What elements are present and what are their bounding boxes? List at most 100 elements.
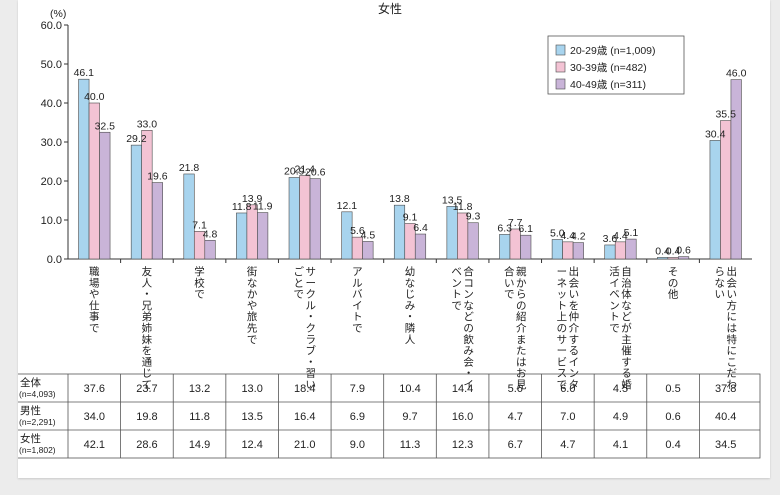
- y-axis-unit: (%): [50, 8, 66, 20]
- table-cell: 37.8: [715, 383, 736, 395]
- bar: [720, 120, 732, 260]
- bar-value-label: 13.8: [389, 193, 410, 205]
- table-cell: 18.4: [294, 383, 315, 395]
- category-label: サークル・クラブ・習いごとで: [294, 265, 317, 391]
- data-table: 全体(n=4,093) 37.6 23.7 13.2 13.0 18.4 7.9 10.4 14…: [15, 373, 761, 459]
- table-row-label: 男性: [20, 404, 41, 417]
- category-label: 出会いを仲介するインターネット上のサービスで: [557, 265, 580, 391]
- y-tick-label: 20.0: [41, 176, 62, 188]
- bar-value-label: 46.1: [74, 67, 95, 79]
- table-row-n: (n=2,291): [19, 417, 56, 427]
- bar-value-label: 19.6: [147, 171, 168, 183]
- category-label: 学校で: [194, 265, 205, 301]
- bar-value-label: 7.1: [192, 219, 207, 231]
- y-tick-label: 0.0: [47, 254, 62, 266]
- bar-value-label: 13.5: [442, 194, 463, 206]
- bar-value-label: 33.0: [137, 118, 158, 130]
- bar-value-label: 46.0: [726, 68, 747, 80]
- bar: [446, 206, 458, 260]
- table-cell: 21.0: [294, 439, 315, 451]
- table-cell: 4.1: [613, 439, 628, 451]
- table-cell: 7.0: [560, 411, 575, 423]
- bar-value-label: 40.0: [84, 91, 105, 103]
- bar: [204, 239, 216, 260]
- bar: [309, 178, 321, 260]
- table-cell: 0.4: [665, 439, 680, 451]
- category-label: 友人・兄弟姉妹を通じて: [142, 265, 153, 391]
- legend-box: [547, 35, 685, 95]
- bar: [341, 211, 353, 260]
- bar-value-label: 5.0: [550, 228, 565, 240]
- bar-value-label: 11.8: [232, 201, 252, 213]
- bar: [257, 212, 269, 260]
- category-label: 職場や仕事で: [89, 266, 100, 335]
- table-cell: 12.3: [452, 439, 473, 451]
- table-cell: 4.9: [613, 411, 628, 423]
- bar: [362, 241, 374, 260]
- chart-title: 女性: [378, 1, 402, 16]
- bar-value-label: 4.2: [571, 231, 586, 243]
- table-cell: 14.4: [452, 383, 473, 395]
- bar-value-label: 4.4: [613, 230, 628, 242]
- bar: [130, 144, 142, 260]
- bar-value-label: 3.6: [603, 233, 618, 245]
- bar: [657, 257, 669, 260]
- table-cell: 34.5: [715, 439, 736, 451]
- bar-value-label: 4.5: [361, 229, 376, 241]
- bar-value-label: 5.6: [350, 225, 365, 237]
- bar: [299, 175, 311, 260]
- y-tick-label: 30.0: [41, 137, 62, 149]
- category-label: その他: [668, 266, 679, 301]
- bar: [414, 233, 427, 260]
- bar-value-label: 4.4: [561, 230, 576, 242]
- table-cell: 13.0: [241, 383, 262, 395]
- bar-value-label: 11.9: [253, 201, 273, 213]
- axes: 0.0 10.0 20.0 30.0 40.0 50.0 60.0: [41, 20, 752, 266]
- bar-value-label: 9.1: [403, 212, 418, 224]
- category-label: 親からの紹介またはお見合いで: [504, 265, 527, 391]
- bar-value-label: 21.4: [295, 164, 316, 176]
- table-cell: 16.0: [452, 411, 473, 423]
- bar-value-label: 30.4: [705, 128, 726, 140]
- bar-chart: 女性 (%) 0.0 10.0 20.0 30.0 40.0 50.0 60.0 46.1 4…: [15, 1, 761, 459]
- y-tick-label: 10.0: [41, 215, 62, 227]
- category-label: 自治体などが主催する婚活イベントで: [609, 265, 632, 391]
- table-cell: 7.9: [350, 383, 365, 395]
- table-cell: 16.4: [294, 411, 315, 423]
- bar-value-label: 21.8: [179, 162, 200, 174]
- table-cell: 13.5: [241, 411, 262, 423]
- table-cell: 5.6: [508, 383, 523, 395]
- table-cell: 42.1: [84, 439, 105, 451]
- legend-label: 30-39歳 (n=482): [570, 62, 647, 74]
- bars: [78, 78, 742, 260]
- bar: [572, 242, 584, 260]
- bar: [678, 256, 690, 260]
- table-cell: 9.7: [402, 411, 417, 423]
- bar: [99, 131, 111, 260]
- legend-swatch: [555, 44, 566, 56]
- table-cell: 4.7: [508, 411, 523, 423]
- bar: [141, 130, 153, 260]
- table-cell: 11.3: [400, 439, 421, 451]
- bar-value-label: 0.4: [666, 245, 681, 257]
- table-cell: 6.0: [560, 383, 575, 395]
- table-cell: 14.9: [189, 439, 210, 451]
- bar-value-label: 6.4: [413, 222, 428, 234]
- bar-value-label: 5.1: [624, 227, 639, 239]
- bar-value-label: 7.7: [508, 217, 523, 229]
- bar-value-label: 13.9: [242, 193, 263, 205]
- table-cell: 23.7: [136, 383, 157, 395]
- bar-value-labels: 46.140.032.529.233.019.621.87.14.811.813…: [74, 67, 747, 257]
- bar: [551, 239, 563, 260]
- bar-value-label: 20.9: [284, 165, 305, 177]
- legend-label: 40-49歳 (n=311): [570, 79, 646, 91]
- bar: [78, 78, 90, 260]
- bar: [730, 79, 742, 260]
- bar: [236, 212, 248, 260]
- bar: [667, 257, 679, 260]
- category-label: 街なかや旅先で: [247, 265, 258, 346]
- legend-swatch: [555, 61, 566, 73]
- bar: [183, 173, 195, 260]
- table-row-n: (n=4,093): [19, 389, 56, 399]
- table-border: [15, 373, 761, 459]
